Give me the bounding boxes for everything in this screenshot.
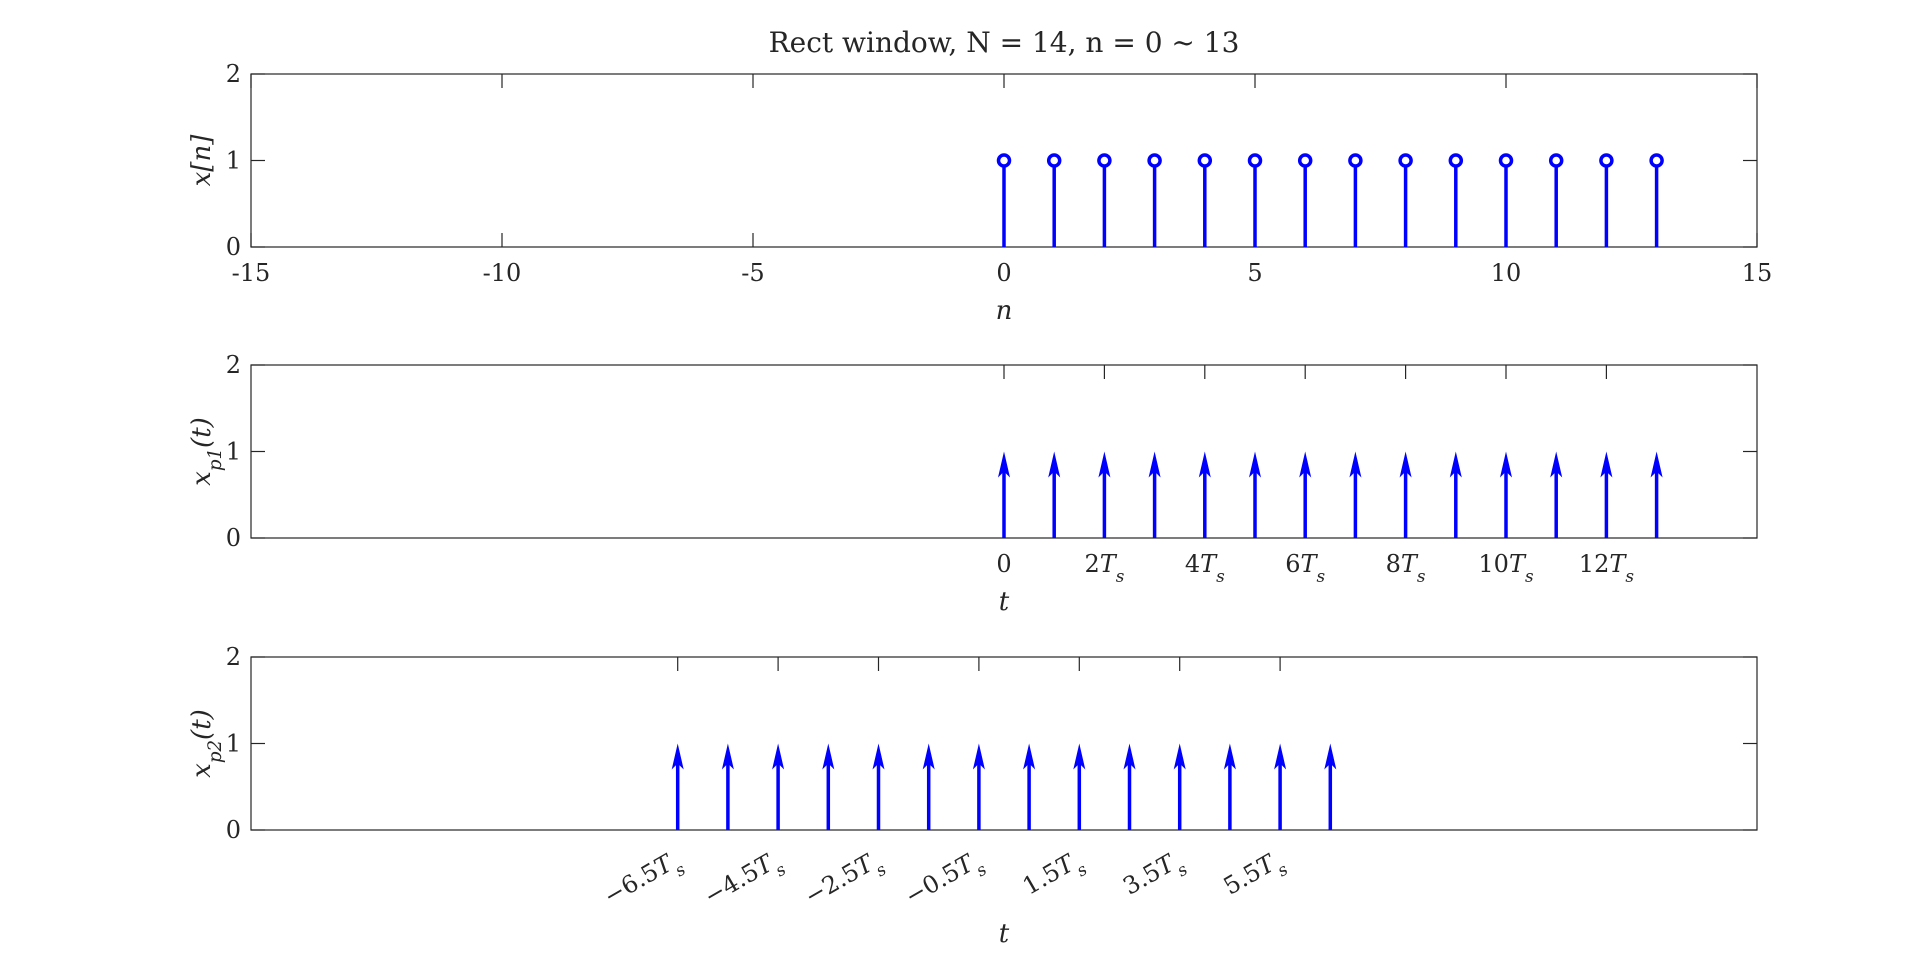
y-axis-label: xp1(t) bbox=[187, 417, 226, 486]
x-tick-label: 12Ts bbox=[1579, 550, 1635, 586]
y-tick-label: 2 bbox=[226, 643, 241, 671]
x-tick-label: 1.5Ts bbox=[1018, 845, 1091, 908]
x-tick-label: −6.5Ts bbox=[599, 845, 689, 918]
x-tick-label: 10 bbox=[1491, 259, 1522, 287]
impulse-arrowhead bbox=[1148, 451, 1161, 478]
stem-marker bbox=[1548, 153, 1564, 168]
x-tick-label: 10Ts bbox=[1478, 550, 1534, 586]
x-tick-label: -5 bbox=[741, 259, 764, 287]
impulse-arrowhead bbox=[1173, 743, 1186, 770]
impulse-arrowhead bbox=[1299, 451, 1312, 478]
impulse-arrowhead bbox=[1098, 451, 1111, 478]
stem-marker bbox=[1097, 153, 1112, 168]
impulse-arrowhead bbox=[1349, 451, 1362, 478]
plot-frame bbox=[250, 656, 1758, 831]
stem-marker bbox=[1197, 153, 1213, 168]
impulse-arrowhead bbox=[872, 743, 885, 770]
impulse-arrowhead bbox=[671, 743, 684, 770]
impulse-arrowhead bbox=[1500, 451, 1512, 478]
y-tick-label: 1 bbox=[226, 730, 241, 758]
stem-marker bbox=[1297, 153, 1313, 168]
x-tick-label: 3.5Ts bbox=[1118, 845, 1191, 908]
stem-marker bbox=[1046, 153, 1062, 168]
x-tick-label: -10 bbox=[483, 259, 522, 287]
x-axis-label: n bbox=[996, 296, 1013, 326]
x-tick-label: −2.5Ts bbox=[800, 845, 890, 918]
stem-marker bbox=[1147, 153, 1162, 168]
impulse-arrowhead bbox=[998, 451, 1010, 478]
y-tick-label: 0 bbox=[226, 233, 241, 261]
x-tick-label: 8Ts bbox=[1386, 550, 1426, 586]
impulse-arrowhead bbox=[1123, 743, 1136, 770]
impulse-arrowhead bbox=[1048, 451, 1061, 478]
stem-marker bbox=[1247, 153, 1263, 168]
x-tick-label: -15 bbox=[232, 259, 271, 287]
impulse-arrowhead bbox=[721, 743, 734, 770]
x-tick-label: −4.5Ts bbox=[699, 845, 789, 918]
stem-marker bbox=[1599, 153, 1614, 168]
x-tick-label: 4Ts bbox=[1185, 550, 1225, 586]
stem-marker bbox=[1348, 153, 1363, 168]
impulse-arrowhead bbox=[1324, 743, 1337, 770]
impulse-arrowhead bbox=[1650, 451, 1663, 478]
impulse-arrowhead bbox=[1274, 743, 1287, 770]
impulse-arrowhead bbox=[1223, 743, 1236, 770]
stem-marker bbox=[996, 153, 1012, 168]
stem-marker bbox=[1398, 153, 1413, 168]
impulse-arrowhead bbox=[972, 743, 985, 770]
impulse-arrowhead bbox=[822, 743, 835, 770]
y-tick-label: 0 bbox=[226, 524, 241, 552]
x-tick-label: 5 bbox=[1247, 259, 1262, 287]
x-tick-label: −0.5Ts bbox=[900, 845, 990, 918]
impulse-arrowhead bbox=[1600, 451, 1613, 478]
x-axis-label: t bbox=[999, 587, 1010, 617]
stem-marker bbox=[1498, 153, 1514, 168]
impulse-arrowhead bbox=[922, 743, 935, 770]
impulse-arrowhead bbox=[1249, 451, 1261, 478]
y-axis-label: x[n] bbox=[187, 134, 217, 187]
impulse-arrowhead bbox=[1399, 451, 1412, 478]
y-tick-label: 0 bbox=[226, 816, 241, 844]
impulse-arrowhead bbox=[1198, 451, 1211, 478]
impulse-arrowhead bbox=[1073, 743, 1086, 770]
chart-title: Rect window, N = 14, n = 0 ~ 13 bbox=[769, 26, 1240, 59]
x-tick-label: 0 bbox=[996, 550, 1011, 578]
impulse-arrowhead bbox=[1449, 451, 1462, 478]
x-tick-label: 5.5Ts bbox=[1219, 845, 1292, 908]
x-axis-label: t bbox=[999, 919, 1010, 949]
y-tick-label: 2 bbox=[226, 351, 241, 379]
x-tick-label: 15 bbox=[1742, 259, 1773, 287]
y-tick-label: 2 bbox=[226, 60, 241, 88]
y-tick-label: 1 bbox=[226, 147, 241, 175]
axes-xp2-t: 0 1 2 −6.5Ts −4.5Ts −2.5Ts −0.5Ts 1.5Ts 3.5Ts 5.5… bbox=[187, 643, 1758, 949]
impulse-arrowhead bbox=[1023, 743, 1036, 770]
stem-marker bbox=[1649, 153, 1664, 168]
axes-x-n: 0 1 2 -15 -10 -5 0 5 10 15 n x[n] bbox=[187, 60, 1772, 326]
stem-marker bbox=[1448, 153, 1464, 168]
y-tick-label: 1 bbox=[226, 438, 241, 466]
x-tick-label: 6Ts bbox=[1285, 550, 1325, 586]
impulse-arrowhead bbox=[772, 743, 785, 770]
axes-xp1-t: 0 1 2 0 2Ts 4Ts 6Ts 8Ts 10Ts 12Ts t xp1(t) bbox=[187, 351, 1758, 617]
impulse-arrowhead bbox=[1550, 451, 1563, 478]
y-axis-label: xp2(t) bbox=[187, 709, 226, 778]
x-tick-label: 0 bbox=[996, 259, 1011, 287]
x-tick-label: 2Ts bbox=[1084, 550, 1124, 586]
